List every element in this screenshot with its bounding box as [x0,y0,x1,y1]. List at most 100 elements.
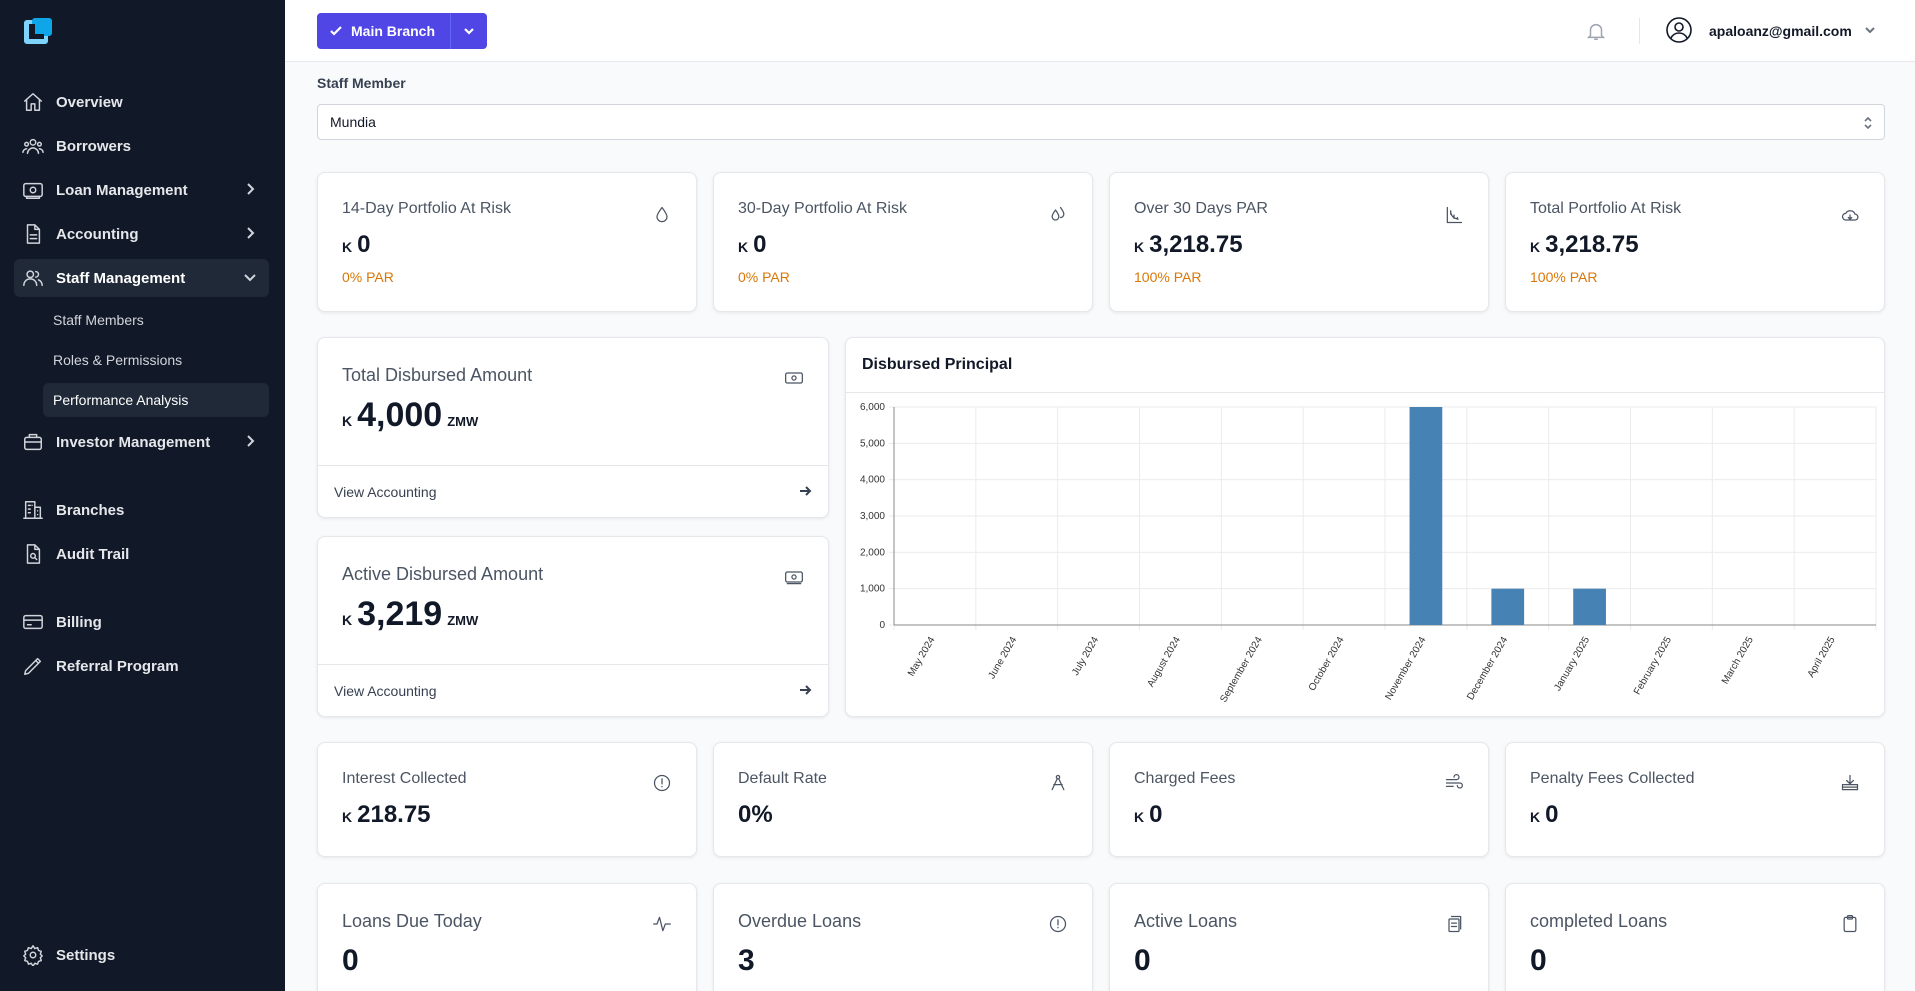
card-value: K 0 [342,231,370,259]
sidebar-item-loan-management[interactable]: Loan Management [14,171,269,209]
currency-symbol: K [1134,809,1145,825]
card-title: Interest Collected [342,770,467,787]
sidebar-item-label: Settings [56,946,116,964]
user-menu[interactable]: apaloanz@gmail.com [1665,16,1876,46]
document-icon [22,223,44,245]
currency-symbol: K [342,239,353,255]
view-accounting-link[interactable]: View Accounting [318,465,828,517]
staff-member-label: Staff Member [317,75,406,91]
currency-symbol: K [342,809,353,825]
card-amount: 0 [1149,801,1163,828]
staff-member-select[interactable]: Mundia [317,104,1885,140]
card-amount: 3,219 [357,595,443,633]
check-icon [330,26,342,36]
sidebar-item-overview[interactable]: Overview [14,83,269,121]
credit-card-icon [22,611,44,633]
sidebar-subitem-label: Staff Members [53,312,144,328]
chart-y-tick-label: 6,000 [860,402,885,413]
chart-x-tick-label: January 2025 [1552,635,1592,693]
currency-symbol: K [1530,809,1541,825]
card-title: Over 30 Days PAR [1134,200,1268,217]
card-value: K 0 [1134,801,1162,829]
sidebar-item-billing[interactable]: Billing [14,603,269,641]
card-value: K 4,000 ZMW [342,396,478,435]
sidebar-subitem-roles-permissions[interactable]: Roles & Permissions [43,343,269,377]
card-amount: 0 [1545,801,1559,828]
bell-icon[interactable] [1585,20,1607,42]
sidebar-subitem-staff-members[interactable]: Staff Members [43,303,269,337]
total-disbursed-card: Total Disbursed Amount K 4,000 ZMW View … [317,337,829,518]
chart-x-tick-label: February 2025 [1632,635,1674,697]
card-par-percent: 0% PAR [342,269,394,285]
card-title: Charged Fees [1134,770,1236,787]
active-disbursed-card: Active Disbursed Amount K 3,219 ZMW View… [317,536,829,717]
card-amount: 3,218.75 [1545,231,1639,258]
sidebar-item-referral-program[interactable]: Referral Program [14,647,269,685]
card-amount: 0 [1530,944,1547,977]
card-value: K 0 [738,231,766,259]
chevron-right-icon [243,182,257,196]
pencil-icon [22,655,44,677]
card-title: Default Rate [738,770,827,787]
sidebar-item-settings[interactable]: Settings [14,936,269,974]
sidebar-item-label: Investor Management [56,433,211,451]
card-amount: 3,218.75 [1149,231,1243,258]
card-value: 0 [1134,944,1151,978]
card-title: completed Loans [1530,911,1668,931]
activity-icon [652,914,672,934]
view-accounting-link[interactable]: View Accounting [318,664,828,716]
sidebar-item-investor-management[interactable]: Investor Management [14,423,269,461]
card-title: Penalty Fees Collected [1530,770,1695,787]
sidebar-item-label: Borrowers [56,137,132,155]
chart-bar [1573,588,1606,625]
sidebar-item-label: Referral Program [56,657,179,675]
chart-y-tick-label: 4,000 [860,475,885,486]
chart-x-tick-label: December 2024 [1465,635,1510,702]
staff-member-value: Mundia [330,114,376,130]
card-amount: 0 [1134,944,1151,977]
branch-dropdown-button[interactable] [451,13,487,49]
loans-due-today-card: Loans Due Today 0 [317,883,697,991]
sidebar-item-label: Billing [56,613,102,631]
sidebar-subitem-performance-analysis[interactable]: Performance Analysis [43,383,269,417]
chart-y-tick-label: 3,000 [860,511,885,522]
card-amount: 218.75 [357,801,431,828]
home-icon [22,91,44,113]
chart-x-tick-label: May 2024 [906,635,938,679]
branch-button[interactable]: Main Branch [317,13,451,49]
sidebar-item-label: Branches [56,501,125,519]
card-par-percent: 0% PAR [738,269,790,285]
sidebar-item-accounting[interactable]: Accounting [14,215,269,253]
clock-icon [652,773,672,793]
card-amount: 0 [753,231,767,258]
card-value: K 3,218.75 [1134,231,1243,259]
card-par-percent: 100% PAR [1530,269,1598,285]
sidebar-item-branches[interactable]: Branches [14,491,269,529]
chevron-right-icon [243,434,257,448]
app-logo[interactable] [24,18,52,46]
alert-circle-icon [1048,914,1068,934]
card-title: Active Loans [1134,911,1238,931]
sidebar-item-borrowers[interactable]: Borrowers [14,127,269,165]
documents-icon [1444,914,1464,934]
card-value: 3 [738,944,755,978]
briefcase-icon [22,431,44,453]
user-email: apaloanz@gmail.com [1709,23,1852,39]
link-label: View Accounting [334,483,437,500]
arrow-right-icon [798,683,812,700]
card-title: Total Portfolio At Risk [1530,200,1682,217]
card-title: Active Disbursed Amount [342,564,544,584]
sidebar-item-staff-management[interactable]: Staff Management [14,259,269,297]
sidebar-item-audit-trail[interactable]: Audit Trail [14,535,269,573]
card-amount: 4,000 [357,396,443,434]
sidebar: Overview Borrowers Loan Management Accou… [0,0,285,991]
currency-code: ZMW [447,613,479,628]
chart-y-tick-label: 1,000 [860,584,885,595]
card-title: Total Disbursed Amount [342,365,533,385]
chart-title: Disbursed Principal [862,356,1013,373]
link-label: View Accounting [334,682,437,699]
chevron-down-icon [1852,23,1876,39]
chevron-down-icon [243,270,257,284]
chart-y-tick-label: 0 [879,620,885,631]
chart-decline-icon [1444,205,1464,225]
